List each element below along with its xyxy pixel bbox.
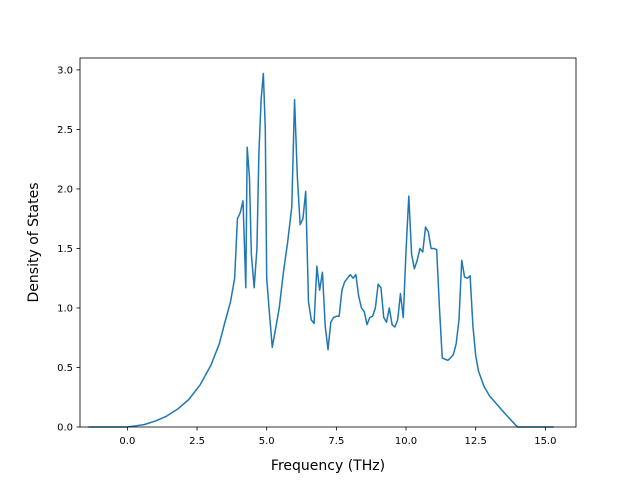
x-tick-label: 12.5 (465, 436, 487, 447)
y-tick-label: 2.5 (57, 125, 73, 136)
y-tick-label: 1.0 (57, 304, 73, 315)
x-tick-label: 5.0 (259, 436, 275, 447)
x-tick-label: 15.0 (534, 436, 556, 447)
dos-series-line (88, 72, 554, 428)
y-axis-label: Density of States (26, 183, 42, 303)
data-layer (88, 72, 554, 428)
x-axis-label: Frequency (THz) (271, 458, 385, 474)
x-tick-label: 10.0 (395, 436, 417, 447)
y-tick-label: 0.5 (57, 363, 73, 374)
x-tick-label: 0.0 (119, 436, 135, 447)
y-tick-label: 1.5 (57, 244, 73, 255)
plot-frame (79, 57, 577, 428)
y-axis-ticks: 0.0 0.5 1.0 1.5 2.0 2.5 3.0 (57, 66, 80, 434)
y-tick-label: 3.0 (57, 66, 73, 77)
x-axis-ticks: 0.0 2.5 5.0 7.5 10.0 12.5 15.0 (119, 427, 556, 447)
x-tick-label: 7.5 (328, 436, 344, 447)
y-tick-label: 2.0 (57, 185, 73, 196)
y-tick-label: 0.0 (57, 423, 73, 434)
x-tick-label: 2.5 (189, 436, 205, 447)
plot-area (80, 58, 576, 427)
